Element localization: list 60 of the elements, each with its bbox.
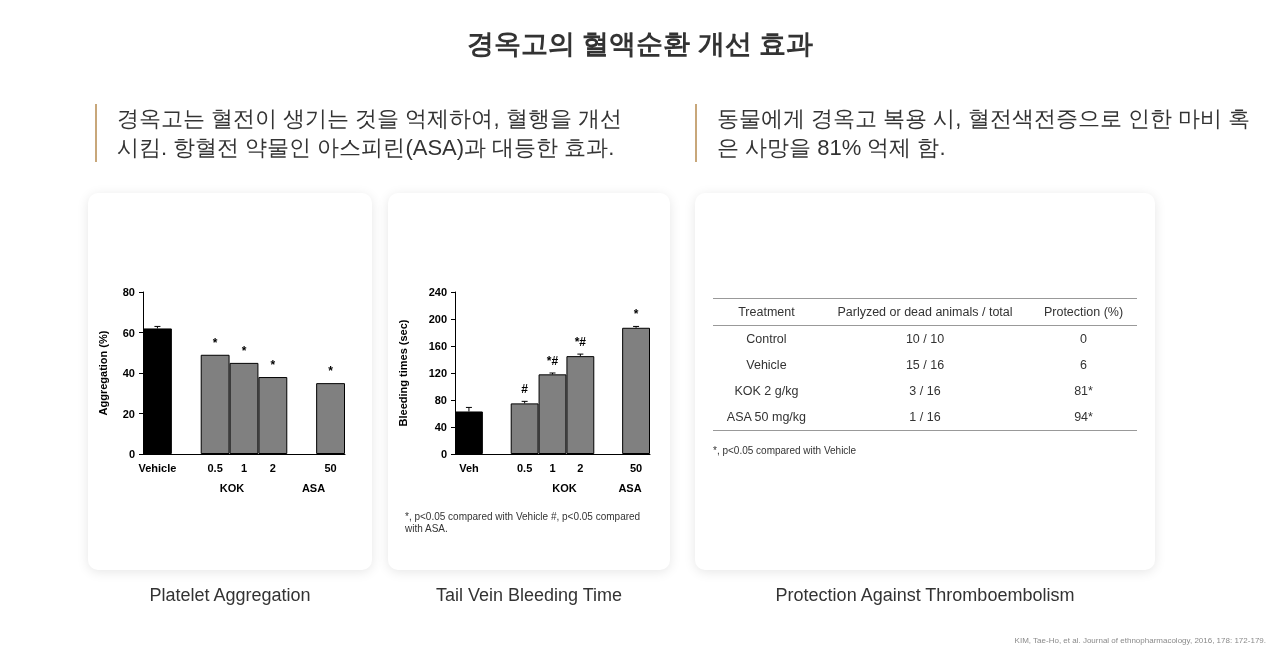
text: Tail Vein Bleeding Time	[434, 585, 624, 606]
text: KIM, Tae-Ho, et al. Journal of ethnopharmacology, 2016, 178: 172-179.	[1014, 636, 1266, 645]
x-tick-label: 0.5	[516, 461, 533, 474]
annotation: *	[212, 335, 218, 350]
x-tick-label: 50	[324, 461, 337, 474]
text: 6	[1079, 357, 1088, 374]
y-axis-title: Bleeding times (sec)	[396, 319, 409, 427]
text: *, p<0.05 compared with Vehicle #, p<0.05 compared with ASA.	[405, 511, 642, 535]
text: ASA	[300, 482, 327, 494]
y-axis-title: Aggregation (%)	[96, 330, 109, 416]
y-tick-label: 40	[434, 421, 447, 433]
x-tick-label: Veh	[459, 461, 479, 474]
annotation: *	[241, 343, 247, 358]
y-tick-label: 20	[122, 407, 135, 420]
text: Platelet Aggregation	[148, 585, 312, 606]
text: 81*	[1073, 383, 1094, 400]
text: 15 / 16	[904, 357, 946, 374]
text: 1 / 16	[908, 409, 942, 426]
text: 동물에게 경옥고 복용 시, 혈전색전증으로 인한 마비 혹은 사망을 81% 억제 함.	[695, 104, 1257, 162]
text: 3 / 16	[908, 383, 942, 400]
y-tick-label: 160	[428, 340, 447, 352]
text: 94*	[1073, 409, 1094, 426]
text: ASA 50 mg/kg	[725, 409, 808, 426]
annotation: *#	[546, 354, 559, 368]
text: KOK 2 g/kg	[733, 383, 800, 400]
text: Parlyzed or dead animals / total	[836, 304, 1014, 321]
y-tick-label: 0	[128, 448, 135, 460]
annotation: #	[521, 382, 529, 397]
text: ASA	[617, 482, 643, 494]
text: Control	[745, 331, 788, 348]
text: KOK	[218, 482, 246, 494]
y-tick-label: 80	[434, 394, 447, 406]
text: 경옥고의 혈액순환 개선 효과	[465, 28, 815, 61]
annotation: *#	[574, 335, 587, 350]
annotation: *	[328, 364, 334, 379]
text: *, p<0.05 compared with Vehicle	[713, 445, 857, 456]
x-tick-label: 50	[629, 461, 643, 474]
x-tick-label: 1	[240, 461, 248, 474]
y-tick-label: 60	[122, 326, 135, 339]
text: Protection Against Thromboembolism	[774, 585, 1076, 606]
y-tick-label: 0	[440, 448, 447, 460]
text: Treatment	[737, 304, 796, 321]
y-tick-label: 240	[428, 286, 447, 298]
text: Protection (%)	[1042, 304, 1125, 321]
y-tick-label: 40	[122, 367, 135, 379]
y-tick-label: 120	[428, 367, 447, 379]
text: 10 / 10	[904, 331, 946, 348]
text: 경옥고는 혈전이 생기는 것을 억제하여, 혈행을 개선시킴. 항혈전 약물인 아스피린(ASA)과 대등한 효과.	[95, 104, 637, 162]
x-tick-label: 2	[577, 461, 584, 474]
y-tick-label: 200	[428, 313, 447, 325]
text: Vehicle	[745, 357, 788, 374]
x-tick-label: 1	[549, 461, 556, 474]
x-tick-label: 0.5	[207, 461, 223, 474]
x-tick-label: 2	[269, 461, 276, 474]
annotation: *	[633, 307, 639, 322]
y-tick-label: 80	[122, 286, 135, 298]
annotation: *	[270, 358, 276, 373]
text: 0	[1079, 331, 1088, 348]
text: KOK	[551, 482, 578, 494]
x-tick-label: Vehicle	[138, 461, 177, 474]
